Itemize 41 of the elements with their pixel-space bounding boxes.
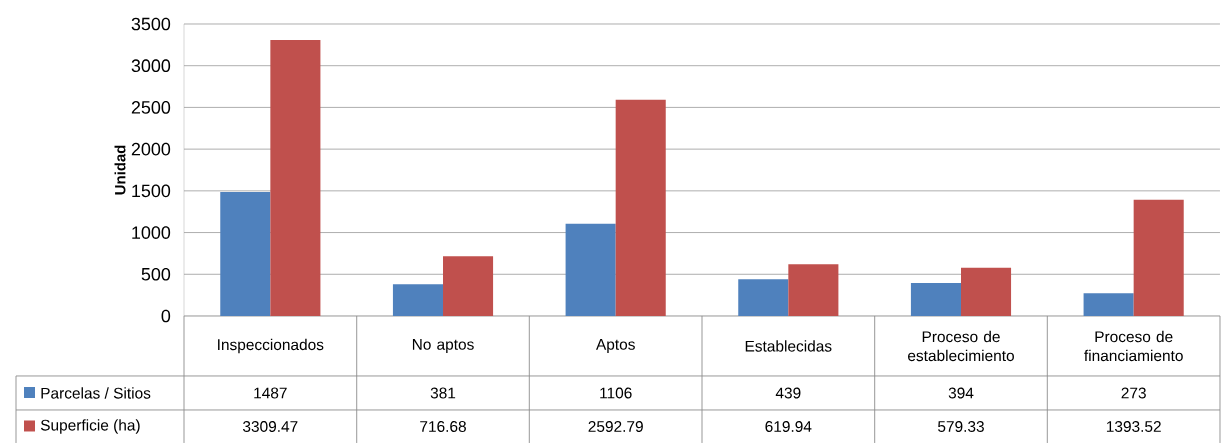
x-tick-label: Proceso de establecimiento bbox=[908, 330, 1014, 362]
legend-label: Parcelas / Sitios bbox=[41, 387, 151, 399]
y-tick-label: 3500 bbox=[131, 17, 171, 31]
data-label: 3309.47 bbox=[242, 421, 298, 432]
legend-label: Superficie (ha) bbox=[40, 419, 140, 434]
data-label: 381 bbox=[430, 387, 456, 399]
bar bbox=[615, 99, 666, 316]
bar bbox=[1083, 293, 1134, 316]
data-label: 619.94 bbox=[765, 421, 812, 432]
y-tick-label: 500 bbox=[141, 267, 171, 281]
data-label: 394 bbox=[948, 387, 974, 399]
y-tick-label: 1500 bbox=[132, 184, 171, 198]
bar bbox=[220, 191, 271, 316]
bar bbox=[961, 267, 1012, 316]
data-label: 1106 bbox=[600, 387, 632, 399]
bar bbox=[788, 264, 839, 316]
x-tick-label: Aptos bbox=[595, 339, 635, 353]
bar bbox=[910, 283, 961, 316]
bar bbox=[1133, 199, 1184, 316]
data-label: 2592.79 bbox=[588, 421, 643, 432]
data-label: 1393.52 bbox=[1106, 421, 1161, 432]
y-tick-label: 0 bbox=[161, 309, 171, 323]
x-tick-label: Inspeccionados bbox=[218, 338, 324, 354]
x-tick-label: No aptos bbox=[412, 339, 474, 353]
bar bbox=[565, 223, 616, 316]
y-axis-title: Unidad bbox=[114, 145, 126, 195]
bar bbox=[443, 256, 494, 316]
data-label: 579.33 bbox=[938, 421, 984, 432]
y-tick-label: 2000 bbox=[131, 142, 171, 156]
y-tick-label: 3000 bbox=[131, 59, 171, 73]
bar bbox=[270, 39, 321, 316]
data-label: 1487 bbox=[254, 387, 287, 399]
x-tick-label: Proceso de financiamiento bbox=[1084, 330, 1183, 362]
data-label: 716.68 bbox=[420, 421, 466, 432]
data-label: 273 bbox=[1121, 387, 1146, 399]
y-tick-label: 1000 bbox=[132, 226, 171, 239]
bar bbox=[392, 284, 443, 316]
y-tick-label: 2500 bbox=[131, 101, 171, 114]
data-label: 439 bbox=[775, 387, 801, 399]
x-tick-label: Establecidas bbox=[745, 340, 832, 352]
bar bbox=[738, 279, 789, 316]
